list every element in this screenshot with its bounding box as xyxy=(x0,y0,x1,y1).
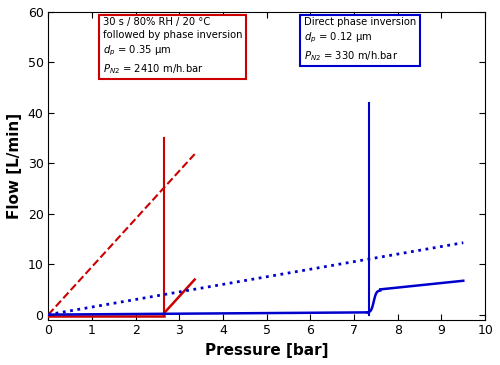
Y-axis label: Flow [L/min]: Flow [L/min] xyxy=(7,113,22,219)
X-axis label: Pressure [bar]: Pressure [bar] xyxy=(205,343,328,358)
Text: 30 s / 80% RH / 20 °C
followed by phase inversion
$d_p$ = 0.35 μm
$P_{N2}$ = 241: 30 s / 80% RH / 20 °C followed by phase … xyxy=(103,16,242,76)
Text: Direct phase inversion
$d_p$ = 0.12 μm
$P_{N2}$ = 330 m/h.bar: Direct phase inversion $d_p$ = 0.12 μm $… xyxy=(304,16,416,63)
